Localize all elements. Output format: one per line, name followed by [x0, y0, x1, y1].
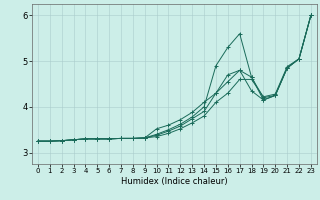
- X-axis label: Humidex (Indice chaleur): Humidex (Indice chaleur): [121, 177, 228, 186]
